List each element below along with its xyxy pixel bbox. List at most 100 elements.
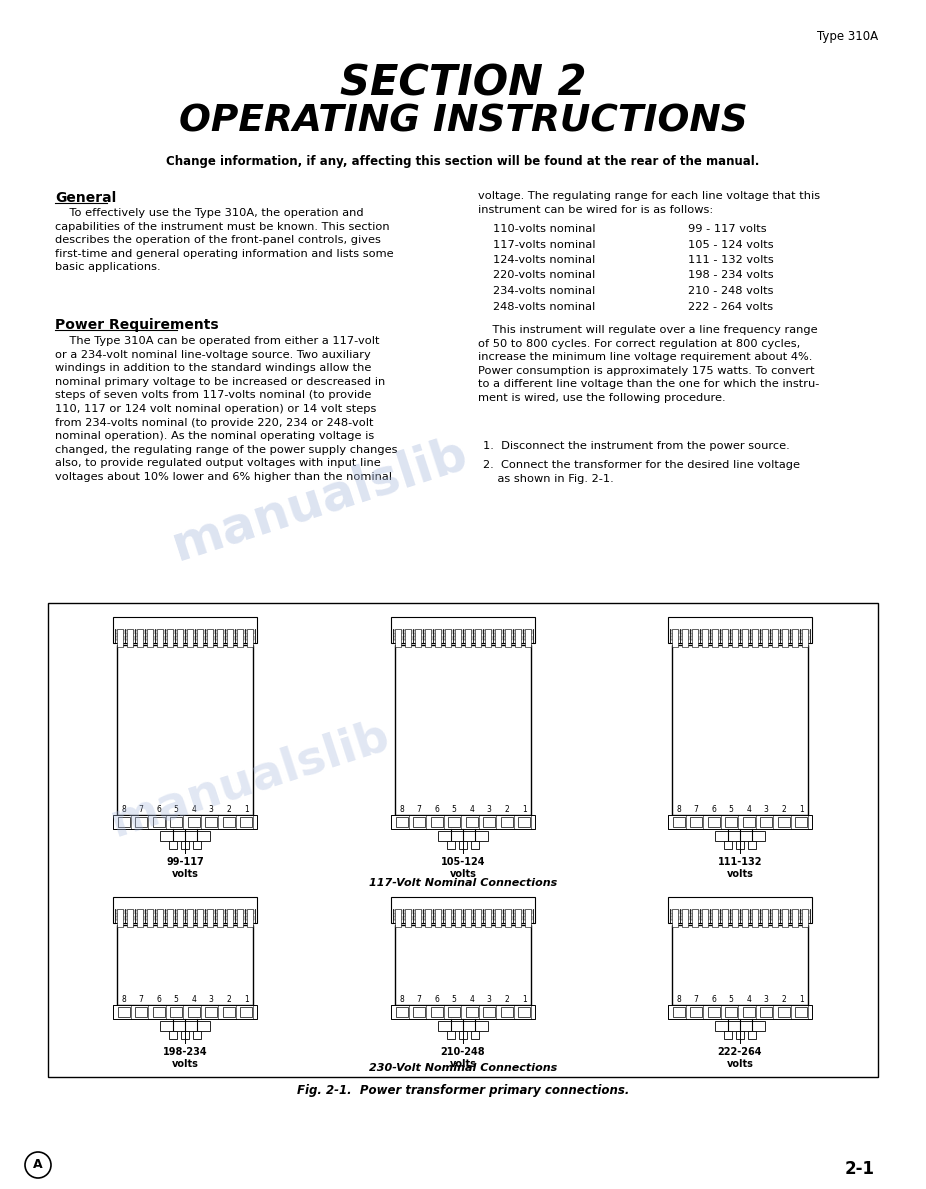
Text: The Type 310A can be operated from either a 117-volt
or a 234-volt nominal line-: The Type 310A can be operated from eithe… (55, 336, 397, 482)
Text: Power Requirements: Power Requirements (55, 317, 219, 332)
Text: 5: 5 (174, 995, 179, 1004)
Bar (732, 910, 739, 914)
Bar (425, 910, 431, 927)
Bar (732, 630, 739, 634)
Text: 210-248
volts: 210-248 volts (441, 1048, 485, 1069)
Text: 1: 1 (799, 805, 804, 814)
Text: 3: 3 (208, 805, 214, 814)
Bar (474, 630, 482, 634)
Text: 8: 8 (121, 995, 126, 1004)
Bar (748, 841, 756, 849)
Text: 1: 1 (244, 805, 248, 814)
Bar (672, 1007, 685, 1017)
Bar (169, 841, 177, 849)
Bar (193, 841, 201, 849)
Bar (394, 910, 402, 914)
Bar (186, 910, 194, 914)
Bar (246, 910, 254, 914)
Bar (672, 910, 678, 927)
Bar (712, 629, 718, 647)
Bar (136, 910, 144, 914)
Bar (247, 629, 253, 647)
Text: 124-volts nominal: 124-volts nominal (493, 254, 595, 265)
Bar (711, 916, 719, 919)
Bar (702, 910, 708, 927)
Bar (196, 630, 204, 634)
Bar (505, 635, 512, 640)
Text: 2.  Connect the transformer for the desired line voltage
    as shown in Fig. 2-: 2. Connect the transformer for the desir… (483, 460, 800, 484)
Text: 222-264
volts: 222-264 volts (718, 1048, 762, 1069)
Bar (186, 630, 194, 634)
Text: 6: 6 (711, 995, 716, 1004)
Bar (484, 635, 492, 640)
Text: 3: 3 (764, 995, 769, 1004)
Bar (217, 635, 224, 640)
Bar (394, 916, 402, 919)
Bar (435, 629, 441, 647)
Bar (701, 916, 708, 919)
Bar (690, 1007, 703, 1017)
Bar (117, 910, 123, 927)
Bar (435, 910, 441, 927)
Text: 6: 6 (434, 805, 439, 814)
Bar (217, 630, 224, 634)
Bar (414, 916, 421, 919)
Bar (474, 910, 482, 914)
Bar (494, 916, 502, 919)
Bar (791, 630, 799, 634)
Bar (146, 630, 154, 634)
Bar (484, 916, 492, 919)
Bar (226, 635, 233, 640)
Text: 3: 3 (764, 805, 769, 814)
Bar (206, 635, 214, 640)
Bar (395, 644, 531, 814)
Bar (672, 629, 678, 647)
Bar (459, 1031, 467, 1039)
Bar (762, 629, 768, 647)
Bar (724, 1031, 732, 1039)
Text: 5: 5 (452, 995, 457, 1004)
Bar (474, 635, 482, 640)
Bar (671, 916, 679, 919)
Bar (118, 818, 130, 826)
Text: Type 310A: Type 310A (817, 30, 878, 43)
Bar (415, 629, 421, 647)
Bar (514, 630, 521, 634)
Bar (135, 818, 147, 826)
Bar (778, 818, 790, 826)
Bar (167, 635, 174, 640)
Bar (752, 910, 758, 927)
Bar (237, 910, 243, 927)
Bar (682, 910, 688, 927)
Bar (405, 916, 412, 919)
Text: 8: 8 (399, 995, 404, 1004)
Bar (802, 629, 808, 647)
Bar (748, 1031, 756, 1039)
Bar (395, 818, 407, 826)
Bar (394, 635, 402, 640)
Bar (176, 910, 183, 914)
Bar (682, 629, 688, 647)
Bar (413, 818, 425, 826)
Bar (136, 635, 144, 640)
Bar (782, 910, 789, 914)
Bar (760, 1007, 772, 1017)
Bar (483, 818, 495, 826)
Bar (127, 629, 133, 647)
Bar (113, 897, 257, 923)
Text: 7: 7 (139, 995, 144, 1004)
Bar (712, 910, 718, 927)
Bar (246, 916, 254, 919)
Bar (725, 818, 737, 826)
Bar (484, 910, 492, 914)
Bar (485, 910, 491, 927)
Text: 2: 2 (505, 995, 509, 1004)
Bar (113, 814, 257, 829)
Bar (226, 910, 233, 914)
Bar (721, 916, 729, 919)
Bar (206, 910, 214, 914)
Bar (762, 910, 768, 927)
Bar (515, 629, 521, 647)
Bar (732, 916, 739, 919)
Bar (722, 910, 728, 927)
